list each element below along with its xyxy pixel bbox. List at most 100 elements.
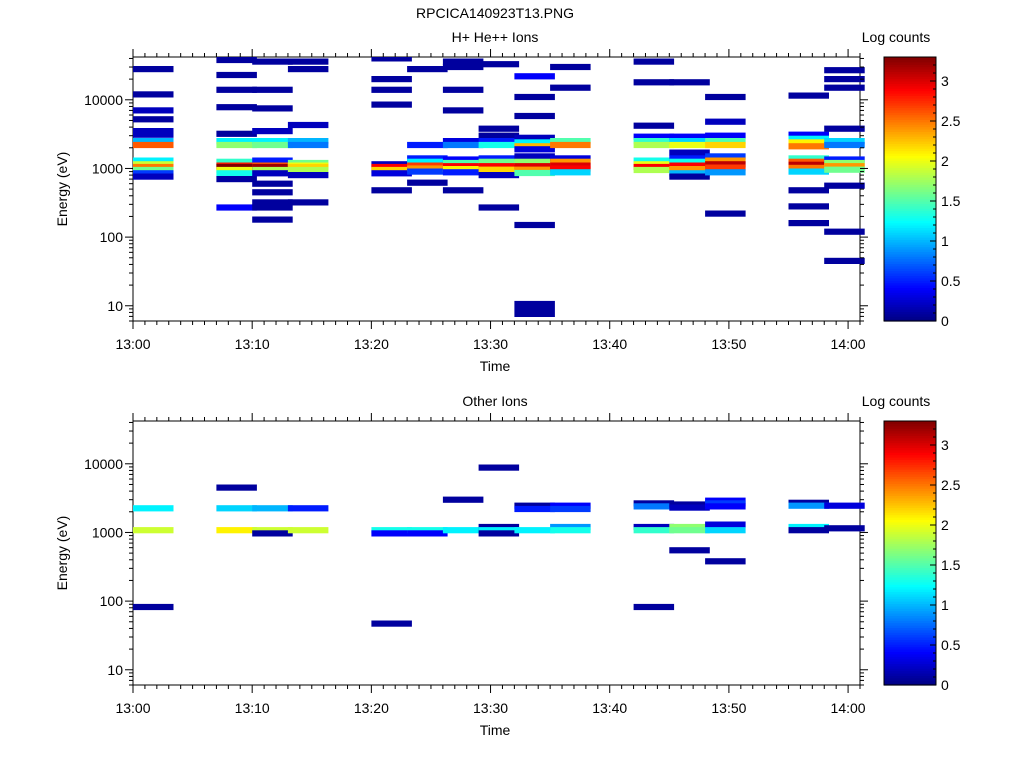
colorbar-segment — [884, 637, 936, 640]
spectrogram-cell — [287, 141, 329, 149]
x-tick-label: 13:20 — [354, 336, 389, 352]
colorbar-segment — [884, 605, 936, 609]
spectrogram-cell — [633, 503, 675, 510]
spectrogram-cell — [550, 158, 591, 165]
colorbar-segment — [884, 318, 936, 322]
colorbar-segment — [884, 425, 936, 429]
colorbar-segment — [884, 273, 936, 276]
colorbar-segment — [884, 440, 936, 444]
spectrogram-cell — [669, 158, 710, 165]
spectrogram-cell — [514, 505, 555, 513]
colorbar-segment — [884, 603, 936, 607]
colorbar-segment — [884, 526, 936, 530]
colorbar-segment — [884, 586, 936, 590]
spectrogram-cell — [788, 527, 829, 534]
spectrogram-cell — [478, 523, 520, 531]
spectrogram-cell — [442, 496, 484, 503]
spectrogram-cell — [788, 502, 829, 509]
colorbar-segment — [884, 591, 936, 595]
spectrogram-cell — [514, 527, 555, 534]
colorbar-segment — [884, 145, 936, 149]
y-axis-label-bottom: Energy (eV) — [54, 516, 70, 591]
spectrogram-cell — [550, 63, 591, 71]
spectrogram-cell — [633, 603, 675, 611]
spectrogram-cell — [442, 86, 484, 93]
colorbar-segment — [884, 634, 936, 638]
colorbar-tick-label: 0 — [941, 313, 949, 329]
spectrogram-cell — [788, 523, 829, 531]
spectrogram-cell — [824, 166, 865, 173]
spectrogram-cell — [478, 125, 520, 132]
spectrogram-cell — [442, 156, 484, 163]
colorbar-segment — [884, 485, 936, 489]
axes-ticks-bottom: 10 100 1000 10000 13:00 13:10 13:20 13:30 13:40 1… — [84, 413, 868, 716]
spectrogram-cell — [788, 187, 829, 194]
colorbar-segment — [884, 225, 936, 228]
colorbar-segment — [884, 124, 936, 128]
spectrogram-cell — [442, 138, 484, 145]
colorbar-segment — [884, 423, 936, 427]
colorbar-segment — [884, 507, 936, 511]
colorbar-segment — [884, 560, 936, 564]
spectrogram-cell — [824, 257, 865, 264]
spectrogram-cell — [824, 228, 865, 235]
spectrogram-cell — [514, 139, 555, 146]
colorbar-segment — [884, 661, 936, 664]
spectrogram-cell — [371, 166, 412, 174]
colorbar-segment — [884, 454, 936, 458]
spectrogram-cell — [550, 505, 591, 513]
spectrogram-cell — [216, 57, 257, 64]
spectrogram-cell — [669, 149, 710, 156]
spectrogram-cell — [514, 153, 555, 160]
spectrogram-cell — [252, 58, 293, 65]
colorbar-segment — [884, 433, 936, 436]
colorbar-segment — [884, 138, 936, 142]
colorbar-segment — [884, 625, 936, 628]
panel-title-hplus: H+ He++ Ions — [452, 29, 539, 45]
colorbar-segment — [884, 656, 936, 660]
colorbar-segment — [884, 280, 936, 284]
spectrogram-cell — [442, 159, 484, 167]
colorbar-segment — [884, 658, 936, 662]
spectrogram-cell — [133, 166, 174, 174]
figure-title: RPCICA140923T13.PNG — [416, 5, 574, 21]
spectrogram-cell — [252, 128, 293, 135]
spectrogram-cell — [669, 547, 710, 554]
colorbar-segment — [884, 461, 936, 465]
colorbar-segment — [884, 239, 936, 243]
spectrogram-cell — [669, 141, 710, 149]
spectrogram-cell — [442, 166, 484, 173]
spectrogram-cell — [478, 158, 520, 165]
spectrogram-cell — [133, 128, 174, 135]
spectrogram-cell — [252, 530, 293, 537]
spectrogram-cell — [669, 138, 710, 145]
spectrogram-cell — [133, 131, 174, 138]
spectrogram-cell — [252, 170, 293, 177]
spectrogram-cell — [824, 141, 865, 149]
colorbar-segment — [884, 253, 936, 257]
spectrogram-cell — [788, 143, 829, 150]
colorbar-segment — [884, 306, 936, 310]
spectrogram-cell — [133, 157, 174, 164]
colorbar-segment — [884, 543, 936, 547]
spectrogram-cell — [824, 156, 865, 163]
spectrogram-cell — [705, 503, 746, 510]
spectrogram-cell — [824, 182, 865, 189]
colorbar-segment — [884, 565, 936, 568]
spectrogram-cell — [216, 176, 257, 183]
spectrogram-cell — [669, 523, 710, 531]
colorbar-segment — [884, 160, 936, 164]
colorbar-segment — [884, 488, 936, 492]
colorbar-segment — [884, 428, 936, 432]
spectrogram-cell — [407, 527, 448, 534]
colorbar-segment — [884, 557, 936, 561]
colorbar-segment — [884, 232, 936, 236]
spectrogram-cell — [371, 620, 412, 627]
colorbar-segment — [884, 553, 936, 556]
spectrogram-cell — [252, 86, 293, 93]
colorbar-segment — [884, 270, 936, 274]
spectrogram-cell — [824, 138, 865, 145]
colorbar-segment — [884, 682, 936, 686]
colorbar-segment — [884, 234, 936, 238]
colorbar-segment — [884, 502, 936, 506]
